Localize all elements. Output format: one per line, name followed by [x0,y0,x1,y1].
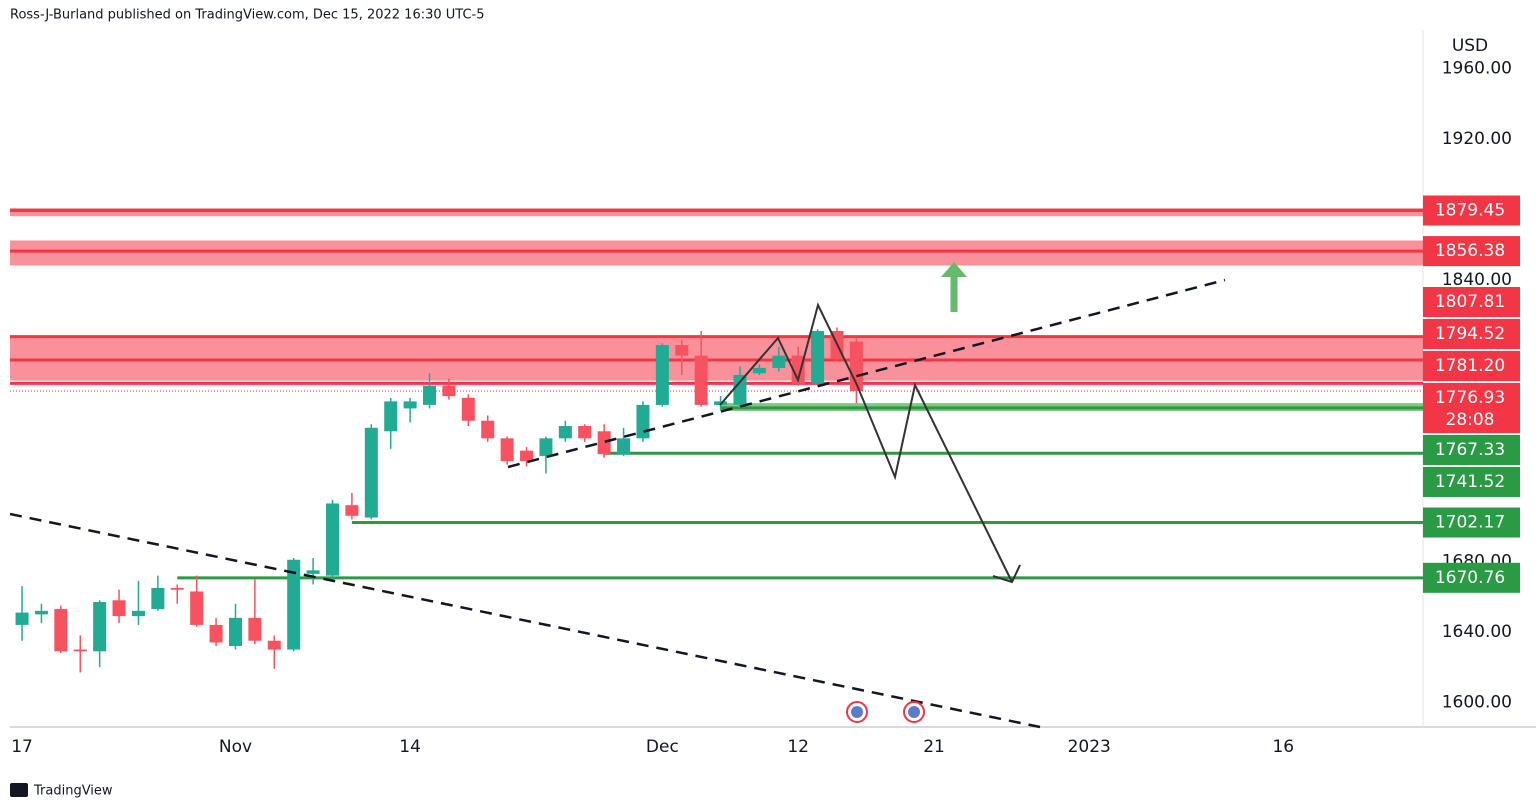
candle-body [54,609,68,652]
logo [10,783,28,797]
price-label: 1741.52 [1435,472,1505,492]
price-label: 1781.20 [1435,356,1505,376]
plot [10,208,1423,673]
candle-body [306,570,320,574]
x-tick-label: 2023 [1068,737,1111,757]
price-label-box [1423,195,1520,226]
x-tick-label: 16 [1272,737,1294,757]
candle-body [112,600,126,617]
price-label-box [1423,562,1520,593]
header: Ross-J-Burland published on TradingView.… [10,8,485,23]
price-label: 1767.33 [1435,440,1505,460]
drawings [9,262,1226,729]
candle-body [403,401,417,409]
x-tick-label: 14 [399,737,421,757]
price-label-box [1423,287,1520,318]
candle-body [655,345,669,405]
candle-body [345,505,359,516]
event-icons [846,701,925,723]
candle-body [131,610,145,617]
price-label-box [1423,467,1520,498]
price-label-box [1423,435,1520,466]
candle-body [423,385,437,405]
y-tick-label: 1920.00 [1442,129,1512,149]
y-tick-label: 1640.00 [1442,622,1512,642]
x-tick-label: Dec [646,737,679,757]
currency: USD [1452,36,1488,56]
candle-body [364,427,378,518]
candle-body [209,624,223,643]
y-tick-label: 1600.00 [1442,692,1512,712]
event-flag [851,706,863,718]
candle-body [578,426,592,439]
price-label: 1670.76 [1435,568,1505,588]
zone [10,335,1423,381]
candle-body [267,640,281,650]
candle-body [228,617,242,647]
price-label: 1856.38 [1435,241,1505,261]
candle-body [190,591,204,625]
zone [10,240,1423,266]
candle-body [597,431,611,455]
price-label-box [1423,507,1520,538]
candle-body [73,649,87,652]
y-tick-label: 1960.00 [1442,59,1512,79]
event-flag [908,706,920,718]
countdown: 28:08 [1446,410,1495,430]
candle-body [675,345,689,356]
up-arrowhead [941,262,967,277]
price-label: 1879.45 [1435,200,1505,220]
x-tick-label: 17 [11,737,33,757]
y-tick-label: 1840.00 [1442,270,1512,290]
price-label-box [1423,319,1520,350]
trendline [9,512,1041,729]
arrowhead [992,564,1021,584]
candle-body [248,617,262,641]
candle-body [287,559,301,650]
price-label: 1794.52 [1435,324,1505,344]
trendline [507,278,1226,469]
candle-body [752,367,766,374]
x-tick-label: Nov [219,737,252,757]
candle-body [694,355,708,405]
candle-body [442,385,456,397]
price-label: 1776.93 [1435,388,1505,408]
price-label-box [1423,383,1520,434]
candle-body [539,438,553,456]
candle-body [791,355,805,384]
candle-body [811,330,825,384]
candle-body [772,355,786,368]
candle-body [481,420,495,439]
zone [10,208,1423,217]
footer: TradingView [33,784,113,799]
x-tick-label: 21 [923,737,945,757]
candle-body [170,587,184,590]
price-label: 1702.17 [1435,513,1505,533]
candle-body [93,602,107,652]
candle-body [617,438,631,455]
candle-body [34,610,48,615]
price-label-box [1423,236,1520,267]
price-axis: 1960.001920.001840.001720.001680.001640.… [11,59,1520,757]
x-tick-label: 12 [787,737,809,757]
candle-body [520,450,534,462]
candle-body [636,404,650,439]
candle-body [500,438,514,462]
candle-body [325,503,339,576]
candle-body [151,587,165,610]
projection-path [719,302,1013,583]
price-label-box [1423,351,1520,382]
candle-body [461,397,475,421]
price-label: 1807.81 [1435,292,1505,312]
candle-body [384,401,398,432]
candle-body [15,612,29,625]
candle-body [558,426,572,439]
candle-body [733,374,747,405]
